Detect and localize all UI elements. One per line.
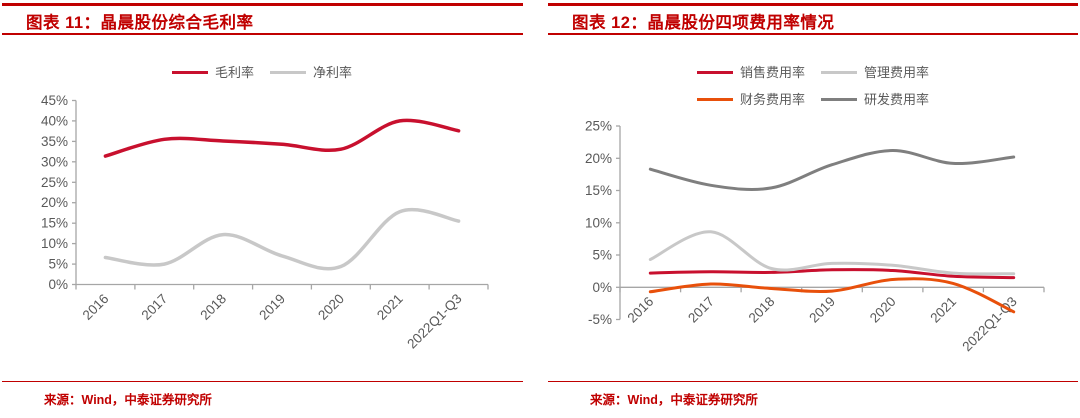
x-axis-tick-label: 2016 bbox=[625, 294, 657, 326]
y-axis-tick-label: 35% bbox=[41, 134, 68, 149]
figure-source-rule bbox=[548, 381, 1078, 383]
legend-item: 净利率 bbox=[270, 65, 352, 80]
x-axis-tick-label: 2019 bbox=[806, 294, 838, 326]
y-axis: -5% 0% 5% 10% 15% 20% 25% bbox=[585, 119, 621, 327]
line-chart-expense-ratios: -5%0%5%10%15%20%25%2016 2017 2018 2019 2020 2… bbox=[585, 65, 1045, 354]
x-axis-tick-label: 2020 bbox=[867, 294, 899, 326]
legend-label: 管理费用率 bbox=[864, 65, 929, 80]
y-axis-tick-label: 25% bbox=[585, 119, 612, 134]
figure-title-rule bbox=[548, 33, 1078, 35]
legend-label: 研发费用率 bbox=[864, 92, 929, 107]
series-line-0 bbox=[103, 118, 461, 158]
y-axis-tick-label: 0% bbox=[592, 280, 612, 295]
y-axis-tick-label: 5% bbox=[592, 248, 612, 263]
series-line-2 bbox=[648, 277, 1016, 314]
series-line-1 bbox=[648, 230, 1016, 276]
x-axis-tick-label: 2017 bbox=[685, 294, 717, 326]
legend-label: 财务费用率 bbox=[740, 92, 805, 107]
y-axis-tick-label: 40% bbox=[41, 113, 68, 128]
series-line-0 bbox=[648, 268, 1016, 280]
y-axis-tick-label: 15% bbox=[41, 216, 68, 231]
y-axis-tick-label: 0% bbox=[48, 277, 68, 292]
figure-title: 图表 12：晶晨股份四项费用率情况 bbox=[572, 14, 835, 32]
legend-item: 研发费用率 bbox=[821, 92, 929, 107]
y-axis-tick-label: 20% bbox=[585, 151, 612, 166]
y-axis-tick-label: 25% bbox=[41, 175, 68, 190]
figure-top-rule bbox=[2, 3, 523, 6]
y-axis-tick-label: 30% bbox=[41, 154, 68, 169]
y-axis-tick-label: 5% bbox=[48, 257, 68, 272]
legend-label: 毛利率 bbox=[215, 65, 254, 80]
x-axis-tick-label: 2018 bbox=[746, 294, 778, 326]
figure-source-note: 来源：Wind，中泰证券研究所 bbox=[44, 393, 212, 407]
x-axis-tick-label: 2019 bbox=[256, 291, 288, 323]
legend-label: 销售费用率 bbox=[740, 65, 805, 80]
x-axis-tick-label: 2021 bbox=[927, 294, 959, 326]
figure-expense-ratios: 图表 12：晶晨股份四项费用率情况 -5% 0% 5% 10% 15% 20% 25% 201… bbox=[548, 0, 1078, 418]
series-line-1 bbox=[103, 207, 461, 271]
x-axis-tick-label: 2016 bbox=[80, 291, 112, 323]
legend-item: 财务费用率 bbox=[697, 92, 805, 107]
figure-title: 图表 11：晶晨股份综合毛利率 bbox=[26, 14, 254, 32]
y-axis-tick-label: 20% bbox=[41, 195, 68, 210]
legend-item: 毛利率 bbox=[172, 65, 254, 80]
legend-item: 销售费用率 bbox=[697, 65, 805, 80]
x-axis-tick-label: 2022Q1-Q3 bbox=[404, 291, 464, 351]
x-axis-tick-label: 2020 bbox=[315, 291, 347, 323]
line-chart-margin-ratios: 0% 5% 10% 15% 20% 25% 30% 35% 40% 45% 2016 2017 2018… bbox=[41, 65, 489, 352]
legend-item: 管理费用率 bbox=[821, 65, 929, 80]
y-axis-tick-label: -5% bbox=[588, 312, 612, 327]
legend-label: 净利率 bbox=[313, 65, 352, 80]
chart-legend: 毛利率 净利率 bbox=[172, 65, 352, 80]
figure-source-note: 来源：Wind，中泰证券研究所 bbox=[590, 393, 758, 407]
figure-gross-margin: 图表 11：晶晨股份综合毛利率 0% 5% 10% 15% 20% 25% 30% 35% 40… bbox=[2, 0, 523, 418]
y-axis-tick-label: 10% bbox=[585, 215, 612, 230]
x-axis-tick-label: 2018 bbox=[197, 291, 229, 323]
x-axis-tick-label: 2017 bbox=[139, 291, 171, 323]
x-axis-tick-label: 2021 bbox=[374, 291, 406, 323]
x-axis-tick-label: 2022Q1-Q3 bbox=[959, 294, 1019, 354]
y-axis-tick-label: 45% bbox=[41, 93, 68, 108]
series-line-3 bbox=[648, 148, 1016, 191]
y-axis-tick-label: 15% bbox=[585, 183, 612, 198]
figure-title-rule bbox=[2, 33, 523, 35]
figure-source-rule bbox=[2, 381, 523, 383]
figure-top-rule bbox=[548, 3, 1078, 6]
y-axis-tick-label: 10% bbox=[41, 236, 68, 251]
y-axis: 0% 5% 10% 15% 20% 25% 30% 35% 40% 45% bbox=[41, 93, 77, 292]
